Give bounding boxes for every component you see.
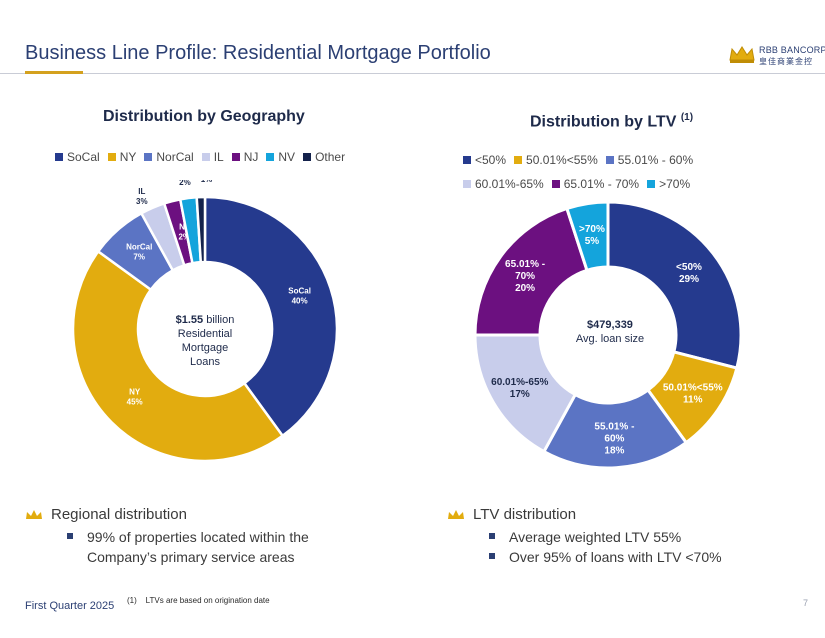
ltv-legend-label: 55.01% - 60% <box>617 153 694 167</box>
bullets-left: Regional distribution 99% of properties … <box>25 506 309 567</box>
geo-center-label: $1.55 billion Residential Mortgage Loans <box>145 313 265 369</box>
geo-legend-item: NV <box>266 150 295 164</box>
geo-legend-label: NorCal <box>156 150 194 164</box>
ltv-center-sub: Avg. loan size <box>575 333 645 345</box>
page-title: Business Line Profile: Residential Mortg… <box>25 42 491 64</box>
geo-slice-other <box>195 195 207 264</box>
ltv-legend-swatch <box>463 180 471 188</box>
ltv-legend-label: <50% <box>475 153 507 167</box>
crown-logo-icon <box>729 46 755 63</box>
ltv-data-label: >70% 5% <box>579 224 605 247</box>
geo-legend-swatch <box>55 153 63 161</box>
geo-legend: SoCal NY NorCal IL NJ NV Other <box>55 150 353 164</box>
bullets-left-item: 99% of properties located within the <box>67 527 309 547</box>
geo-center-line4: Loans <box>190 356 220 368</box>
ltv-data-label: 55.01% -60% 18% <box>594 421 634 456</box>
logo-name-cjk: 皇佳商業金控 <box>759 57 813 66</box>
geo-legend-label: IL <box>213 150 224 164</box>
square-bullet-icon <box>489 533 495 540</box>
geo-legend-swatch <box>201 153 210 161</box>
ltv-data-label: 60.01%-65% 17% <box>491 377 548 400</box>
bullets-right: LTV distribution Average weighted LTV 55… <box>447 506 722 567</box>
crown-bullet-icon <box>448 509 464 519</box>
footnote: (1) LTVs are based on origination date <box>127 596 270 605</box>
geo-data-label: NJ 2% <box>178 223 190 242</box>
geo-chart-title: Distribution by Geography <box>103 108 305 125</box>
ltv-legend-item: 65.01% - 70% <box>551 172 640 196</box>
geo-data-label: NV2% <box>179 180 191 187</box>
ltv-chart-title-footnote: (1) <box>680 112 694 123</box>
geo-legend-label: NY <box>119 150 137 164</box>
ltv-legend-swatch <box>463 156 471 164</box>
geo-center-line3: Mortgage <box>181 342 229 354</box>
geo-data-label: NorCal 7% <box>126 242 152 261</box>
geo-legend-item: Other <box>303 150 345 164</box>
geo-legend-item: NJ <box>231 150 259 164</box>
ltv-legend-label: 65.01% - 70% <box>563 177 640 191</box>
square-bullet-icon <box>489 553 495 560</box>
geo-legend-item: SoCal <box>55 150 100 164</box>
ltv-legend-label: 50.01%<55% <box>526 153 598 167</box>
ltv-legend-item: 60.01%-65% <box>463 172 544 196</box>
bullets-right-item: Average weighted LTV 55% <box>489 527 722 547</box>
ltv-legend-label: 60.01%-65% <box>475 177 544 191</box>
geo-legend-swatch <box>231 153 240 161</box>
ltv-legend-item: >70% <box>647 172 690 196</box>
geo-legend-item: NY <box>107 150 137 164</box>
crown-bullet-icon <box>26 509 42 519</box>
ltv-data-label: 50.01%<55% 11% <box>663 383 723 406</box>
geo-data-label: NY 45% <box>127 387 143 406</box>
title-divider <box>0 73 825 74</box>
geo-center-line2: Residential <box>177 328 233 340</box>
ltv-legend: <50% 50.01%<55% 55.01% - 60% 60.01%-65% 65.0… <box>463 148 763 196</box>
bullets-right-heading-text: LTV distribution <box>473 506 577 523</box>
geo-legend-label: Other <box>315 150 346 164</box>
ltv-slice-0 <box>606 200 743 370</box>
geo-data-label: SoCal 40% <box>288 286 311 305</box>
bullets-right-heading: LTV distribution <box>447 506 722 523</box>
ltv-data-label: 65.01% -70% 20% <box>505 259 545 294</box>
ltv-chart-title: Distribution by LTV (1) <box>530 112 693 131</box>
geo-legend-label: NV <box>278 150 296 164</box>
ltv-slice-5 <box>565 200 610 273</box>
geo-legend-item: NorCal <box>144 150 194 164</box>
ltv-slice-4 <box>473 206 589 337</box>
ltv-legend-swatch <box>647 180 656 188</box>
geo-legend-swatch <box>144 153 153 161</box>
page-number: 7 <box>803 598 809 608</box>
geo-legend-swatch <box>303 153 312 161</box>
geo-center-unit: billion <box>206 314 235 326</box>
geo-data-label: IL 3% <box>136 187 148 206</box>
ltv-legend-label: >70% <box>659 177 691 191</box>
footer-period: First Quarter 2025 <box>25 600 115 612</box>
geo-legend-label: SoCal <box>67 150 100 164</box>
ltv-legend-swatch <box>605 156 614 164</box>
square-bullet-icon <box>67 533 73 540</box>
ltv-center-label: $479,339 Avg. loan size <box>550 318 670 346</box>
geo-legend-swatch <box>266 153 275 161</box>
bullets-left-heading: Regional distribution <box>25 506 309 523</box>
title-accent-bar <box>25 71 83 74</box>
ltv-legend-item: 55.01% - 60% <box>605 148 694 172</box>
ltv-legend-swatch <box>514 156 523 164</box>
geo-legend-label: NJ <box>243 150 259 164</box>
geo-data-label: Other1% <box>196 180 217 184</box>
ltv-data-label: <50% 29% <box>676 262 702 285</box>
geo-legend-swatch <box>107 153 116 161</box>
ltv-legend-item: <50% <box>463 148 506 172</box>
ltv-donut-chart: <50% 29% 50.01%<55% 11% 55.01% -60% 18% 60.01%… <box>473 200 743 470</box>
logo-name: RBB BANCORP <box>759 45 825 55</box>
bullets-left-heading-text: Regional distribution <box>51 506 187 523</box>
ltv-chart-title-text: Distribution by LTV <box>530 113 677 131</box>
geo-slice-socal <box>203 195 339 438</box>
bullets-left-item-cont: Company’s primary service areas <box>87 549 295 565</box>
ltv-legend-item: 50.01%<55% <box>514 148 598 172</box>
geo-center-value: $1.55 <box>175 314 204 326</box>
ltv-legend-swatch <box>551 180 560 188</box>
ltv-center-value: $479,339 <box>587 319 633 331</box>
bullets-right-item: Over 95% of loans with LTV <70% <box>489 547 722 567</box>
geo-legend-item: IL <box>201 150 224 164</box>
geo-slice-ny <box>71 249 285 463</box>
